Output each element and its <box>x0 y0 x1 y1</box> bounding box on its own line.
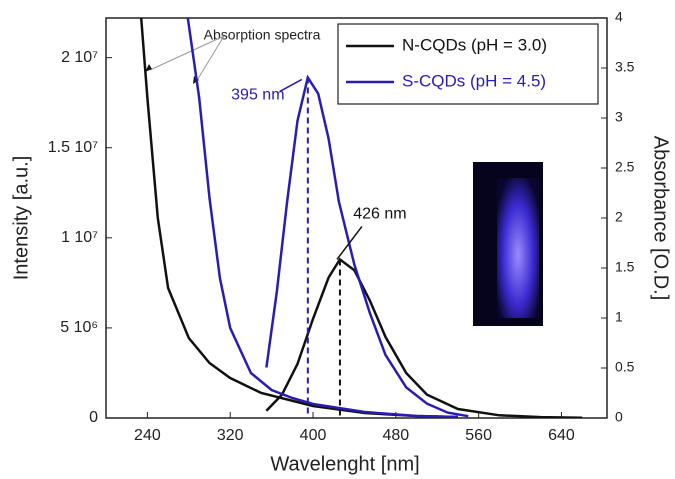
series-line <box>265 74 469 418</box>
peak-arrow <box>279 78 303 93</box>
x-tick-label: 640 <box>548 427 575 444</box>
x-tick-label: 400 <box>300 427 327 444</box>
x-tick-label: 480 <box>382 427 409 444</box>
y-tick-label: 0 <box>89 409 98 426</box>
y2-tick-label: 2.5 <box>615 159 635 175</box>
y-tick-label: 1.5 10⁷ <box>48 139 98 156</box>
x-tick-label: 560 <box>465 427 492 444</box>
y2-tick-label: 0.5 <box>615 359 635 375</box>
y2-tick-label: 3.5 <box>615 59 635 75</box>
x-tick-label: 320 <box>217 427 244 444</box>
cuvette-glow <box>497 178 539 318</box>
legend-label: N-CQDs (pH = 3.0) <box>402 35 547 54</box>
plot-area <box>139 18 583 418</box>
y2-tick-label: 3 <box>615 109 623 125</box>
series-line <box>265 257 583 418</box>
series-line <box>186 18 458 418</box>
x-axis-label: Wavelenght [nm] <box>270 453 419 475</box>
absorption-label: Absorption spectra <box>204 27 321 43</box>
arrowheads <box>145 64 199 84</box>
peak-label: 426 nm <box>353 206 406 223</box>
peak-arrow <box>336 225 363 260</box>
legend-label: S-CQDs (pH = 4.5) <box>402 71 546 90</box>
y2-tick-label: 2 <box>615 209 623 225</box>
y2-tick-label: 0 <box>615 409 623 425</box>
absorption-arrows <box>149 35 225 83</box>
y2-axis-label: Absorbance [O.D.] <box>650 136 672 301</box>
y-tick-label: 1 10⁷ <box>61 229 98 246</box>
x-tick-label: 240 <box>134 427 161 444</box>
y-tick-label: 5 10⁶ <box>60 319 98 336</box>
y2-tick-label: 1 <box>615 309 623 325</box>
y2-tick-label: 4 <box>615 9 623 25</box>
y-axis-label: Intensity [a.u.] <box>10 156 32 281</box>
y2-tick-label: 1.5 <box>615 259 635 275</box>
peak-label: 395 nm <box>231 87 284 104</box>
legend-box <box>337 23 599 105</box>
y-tick-label: 2 10⁷ <box>61 49 98 66</box>
